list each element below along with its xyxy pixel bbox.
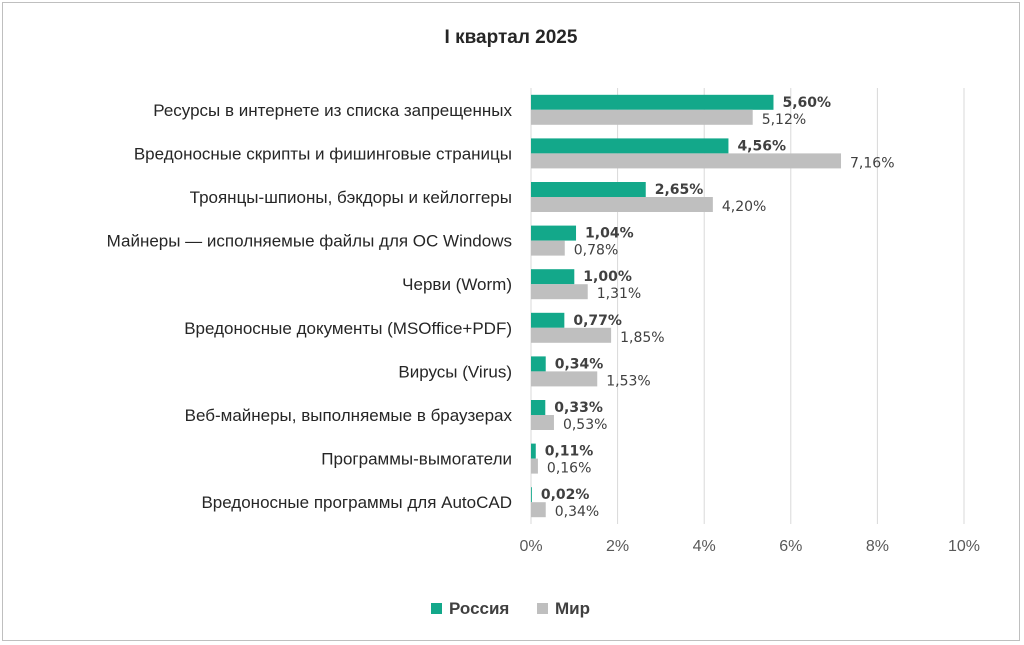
legend-swatch-world: [537, 603, 548, 614]
bar-russia: [531, 269, 575, 285]
bar-world: [531, 109, 753, 125]
data-label-world: 5,12%: [762, 112, 806, 128]
data-label-world: 1,53%: [606, 373, 650, 389]
data-label-world: 7,16%: [850, 155, 894, 171]
bar-world: [531, 240, 565, 256]
data-label-world: 1,85%: [620, 330, 664, 346]
legend: Россия Мир: [431, 599, 590, 618]
x-tick-label: 2%: [606, 538, 629, 555]
bar-world: [531, 458, 538, 474]
legend-swatch-russia: [431, 603, 442, 614]
bar-russia: [531, 443, 536, 459]
data-label-russia: 2,65%: [655, 182, 704, 198]
legend-label-world: Мир: [555, 599, 590, 618]
data-label-world: 0,53%: [563, 417, 607, 433]
data-label-world: 0,16%: [547, 461, 591, 477]
data-label-world: 4,20%: [722, 199, 766, 215]
bar-russia: [531, 356, 546, 372]
data-label-russia: 4,56%: [737, 138, 786, 154]
bar-russia: [531, 138, 729, 154]
category-label: Вредоносные программы для AutoCAD: [201, 493, 512, 512]
data-label-world: 1,31%: [597, 286, 641, 302]
x-axis-tick-labels: 0% 2% 4% 6% 8% 10%: [519, 538, 980, 555]
category-label: Вредоносные скрипты и фишинговые страниц…: [134, 144, 512, 163]
bar-world: [531, 371, 598, 387]
chart-title: I квартал 2025: [445, 27, 578, 48]
category-label: Вирусы (Virus): [398, 362, 512, 381]
x-tick-label: 0%: [519, 538, 542, 555]
bar-russia: [531, 312, 565, 328]
data-label-russia: 0,33%: [554, 400, 603, 416]
x-tick-label: 4%: [693, 538, 716, 555]
data-label-world: 0,34%: [555, 504, 599, 520]
x-tick-label: 8%: [866, 538, 889, 555]
bar-russia: [531, 182, 646, 197]
category-label: Троянцы-шпионы, бэкдоры и кейлоггеры: [190, 188, 512, 207]
data-label-world: 0,78%: [574, 243, 618, 259]
data-label-russia: 0,34%: [555, 356, 604, 372]
bar-world: [531, 197, 713, 212]
bar-russia: [531, 400, 546, 415]
legend-label-russia: Россия: [449, 599, 509, 618]
bar-world: [531, 153, 842, 169]
data-label-russia: 1,04%: [585, 226, 634, 242]
bar-russia: [531, 225, 577, 241]
category-label: Майнеры — исполняемые файлы для ОС Windo…: [107, 232, 512, 251]
category-labels: Ресурсы в интернете из списка запрещенны…: [107, 101, 513, 512]
data-label-russia: 1,00%: [583, 269, 632, 285]
category-label: Ресурсы в интернете из списка запрещенны…: [153, 101, 512, 120]
category-label: Вредоносные документы (MSOffice+PDF): [184, 319, 512, 338]
data-labels: 5,60%5,12% 4,56% 7,16% 2,65% 4,20% 1,04%0,78%…: [541, 95, 895, 520]
data-label-russia: 0,77%: [573, 313, 622, 329]
bars: [531, 94, 842, 518]
bar-world: [531, 284, 588, 300]
x-tick-label: 10%: [948, 538, 980, 555]
bar-russia: [531, 487, 532, 503]
category-label: Веб-майнеры, выполняемые в браузерах: [185, 406, 513, 425]
category-label: Черви (Worm): [402, 275, 512, 294]
bar-world: [531, 415, 554, 430]
bar-world: [531, 327, 612, 343]
bar-world: [531, 502, 546, 518]
category-label: Программы-вымогатели: [321, 450, 512, 469]
x-tick-label: 6%: [779, 538, 802, 555]
data-label-russia: 0,11%: [545, 444, 594, 460]
bar-russia: [531, 94, 774, 110]
data-label-russia: 0,02%: [541, 487, 590, 503]
data-label-russia: 5,60%: [782, 95, 831, 111]
